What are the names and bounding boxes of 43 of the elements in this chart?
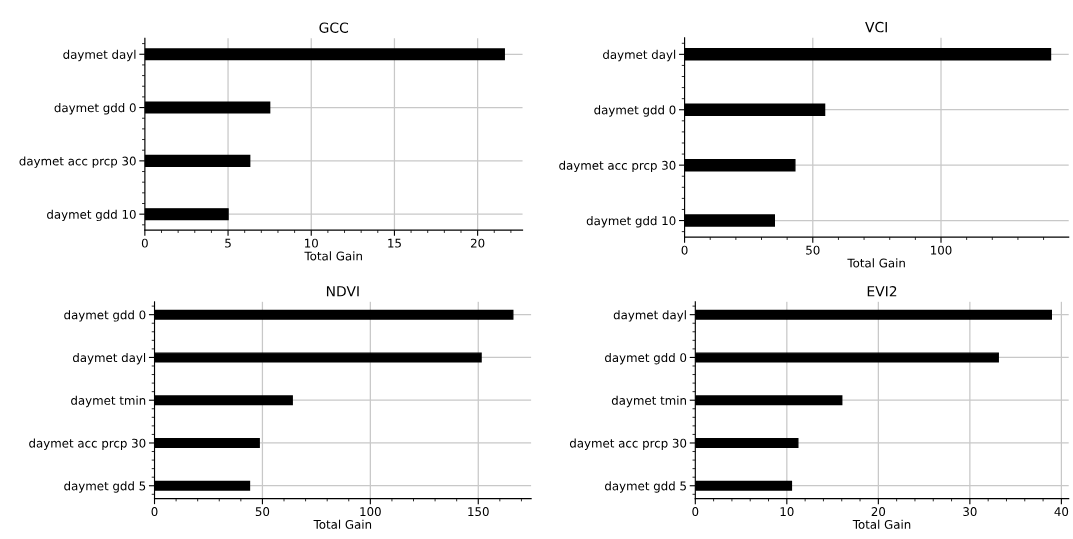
x-tick-label: 100 xyxy=(931,245,952,255)
chart-title: VCI xyxy=(865,21,887,33)
chart-title: EVI2 xyxy=(867,285,897,297)
y-tick-label: daymet dayl xyxy=(63,49,136,62)
x-tick-label: 20 xyxy=(871,507,886,517)
chart-title: GCC xyxy=(319,22,349,33)
y-tick-label: daymet gdd 5 xyxy=(64,481,146,493)
x-tick-label: 0 xyxy=(692,507,699,517)
x-tick-label: 50 xyxy=(255,507,270,517)
y-tick-label: daymet acc prcp 30 xyxy=(19,156,136,168)
y-tick-label: daymet acc prcp 30 xyxy=(559,160,676,173)
x-tick-label: 50 xyxy=(806,245,820,255)
x-axis-title: Total Gain xyxy=(313,519,372,529)
y-tick-label: daymet acc prcp 30 xyxy=(29,438,146,450)
y-tick-label: daymet gdd 5 xyxy=(605,481,686,493)
y-tick-label: daymet dayl xyxy=(603,49,676,62)
x-axis-title: Total Gain xyxy=(852,519,911,529)
y-tick-label: daymet gdd 10 xyxy=(586,216,676,228)
y-tick-label: daymet dayl xyxy=(72,352,146,365)
x-tick-label: 0 xyxy=(681,245,688,255)
y-tick-label: daymet acc prcp 30 xyxy=(569,438,687,450)
x-tick-label: 0 xyxy=(151,507,158,517)
y-tick-label: daymet dayl xyxy=(613,310,686,322)
x-tick-label: 5 xyxy=(225,238,231,248)
x-tick-label: 15 xyxy=(388,238,401,248)
x-tick-label: 0 xyxy=(141,238,148,248)
y-tick-label: daymet tmin xyxy=(611,395,686,408)
y-tick-label: daymet gdd 0 xyxy=(64,310,146,322)
x-tick-label: 100 xyxy=(360,507,381,517)
x-tick-label: 20 xyxy=(470,238,485,248)
y-tick-label: daymet gdd 0 xyxy=(54,103,136,115)
y-tick-label: daymet gdd 0 xyxy=(594,105,676,117)
x-axis-title: Total Gain xyxy=(847,258,905,268)
x-axis-title: Total Gain xyxy=(304,251,362,261)
x-tick-label: 10 xyxy=(305,238,318,248)
y-tick-label: daymet tmin xyxy=(71,395,146,408)
y-tick-label: daymet gdd 0 xyxy=(605,352,687,365)
chart-title: NDVI xyxy=(326,286,359,297)
x-tick-label: 30 xyxy=(963,507,977,517)
x-tick-label: 150 xyxy=(468,507,489,517)
x-tick-label: 10 xyxy=(780,507,794,517)
y-tick-label: daymet gdd 10 xyxy=(47,209,136,222)
x-tick-label: 40 xyxy=(1054,507,1069,517)
